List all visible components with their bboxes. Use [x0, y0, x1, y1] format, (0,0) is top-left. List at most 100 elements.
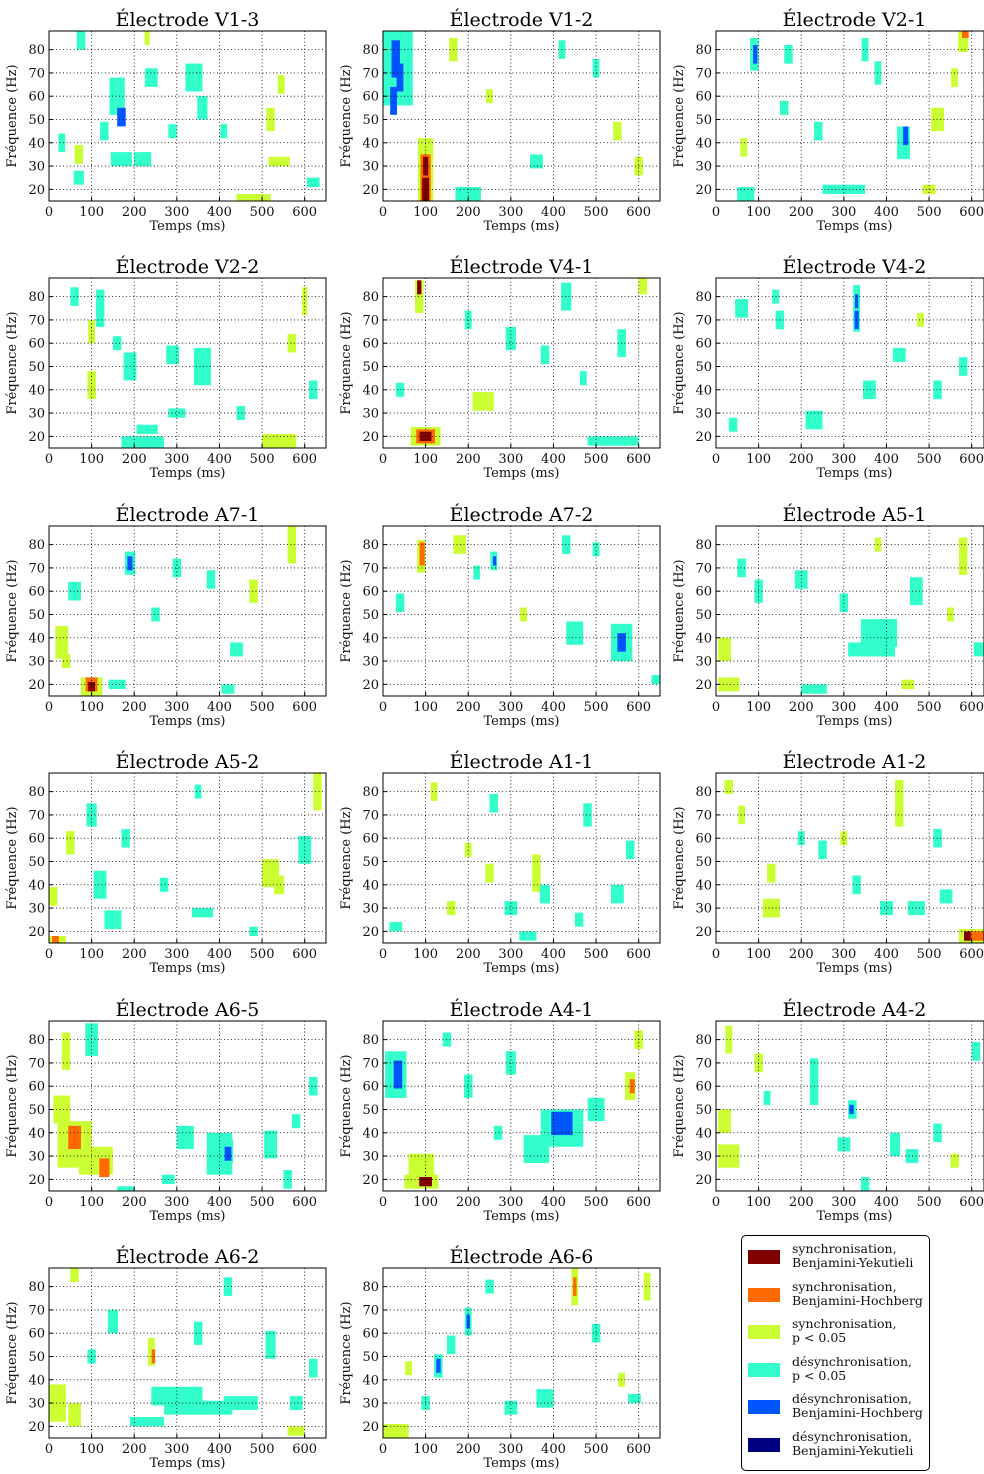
- legend: synchronisation, Benjamini-Yekutieli synch…: [741, 1235, 930, 1471]
- x-tick-label: 100: [746, 452, 771, 467]
- heatmap-cell: [95, 289, 105, 327]
- heatmap-cell: [313, 773, 322, 811]
- y-tick-label: 80: [28, 1280, 45, 1295]
- panel-4: 0 100 200 300 400 500 600 20 30 40 50 60 70 80 Électro…: [5, 255, 327, 481]
- heatmap-cell: [223, 1396, 258, 1411]
- y-tick-label: 40: [695, 1126, 712, 1141]
- y-tick-label: 50: [362, 1103, 379, 1118]
- heatmap-cell: [573, 1277, 577, 1296]
- y-tick-label: 80: [695, 785, 712, 800]
- x-tick-label: 100: [746, 1195, 771, 1210]
- heatmap-cell: [592, 58, 600, 78]
- legend-swatch: [748, 1400, 780, 1414]
- y-tick-label: 60: [695, 832, 712, 847]
- panel-6: 0 100 200 300 400 500 600 20 30 40 50 60 70 80 Électro…: [672, 255, 984, 481]
- y-tick-label: 40: [28, 1126, 45, 1141]
- x-tick-label: 300: [164, 452, 189, 467]
- legend-label: synchronisation, Benjamini-Yekutieli: [792, 1242, 913, 1270]
- heatmap-cell: [393, 1060, 403, 1089]
- x-tick-label: 0: [379, 1442, 387, 1457]
- y-tick-label: 60: [362, 1080, 379, 1095]
- y-tick-label: 50: [362, 608, 379, 623]
- plot-background: [383, 278, 660, 448]
- y-axis-label: Fréquence (Hz): [339, 64, 354, 167]
- heatmap-cell: [464, 310, 472, 330]
- x-tick-label: 500: [250, 947, 275, 962]
- y-tick-label: 70: [362, 808, 379, 823]
- heatmap-cell: [220, 124, 228, 139]
- y-tick-label: 60: [28, 1327, 45, 1342]
- y-tick-label: 80: [362, 538, 379, 553]
- y-tick-label: 60: [362, 90, 379, 105]
- heatmap-cell: [58, 133, 66, 153]
- x-tick-label: 0: [379, 700, 387, 715]
- x-tick-label: 100: [413, 1442, 438, 1457]
- x-tick-label: 500: [250, 452, 275, 467]
- x-tick-label: 100: [413, 700, 438, 715]
- heatmap-cell: [73, 170, 84, 185]
- y-tick-label: 50: [28, 113, 45, 128]
- y-tick-label: 80: [362, 290, 379, 305]
- heatmap-cell: [613, 121, 622, 141]
- heatmap-cell: [262, 434, 297, 448]
- y-tick-label: 50: [28, 855, 45, 870]
- plot-background: [716, 278, 984, 448]
- grid: [383, 31, 660, 201]
- y-tick-label: 20: [695, 183, 712, 198]
- y-tick-label: 50: [695, 113, 712, 128]
- x-axis-label: Temps (ms): [817, 1209, 893, 1224]
- x-tick-label: 600: [959, 1195, 984, 1210]
- legend-label: désynchronisation, Benjamini-Hochberg: [792, 1392, 923, 1420]
- heatmap-cell: [818, 840, 827, 860]
- grid: [49, 773, 326, 943]
- panel-title: Électrode V4-1: [450, 255, 594, 278]
- heatmap-cell: [236, 194, 271, 201]
- plot-frame: [715, 277, 984, 449]
- plot-frame: [382, 1267, 661, 1439]
- heatmap-cell: [718, 1109, 731, 1133]
- y-tick-label: 60: [28, 585, 45, 600]
- x-tick-label: 200: [122, 700, 147, 715]
- heatmap-cell: [933, 828, 942, 848]
- heatmap-cell: [108, 679, 126, 689]
- panel-2: 0 100 200 300 400 500 600 20 30 40 50 60 70 80 Électro…: [339, 8, 661, 234]
- heatmap-cell: [383, 1424, 409, 1438]
- heatmap-cell: [168, 408, 186, 418]
- x-tick-label: 400: [874, 947, 899, 962]
- heatmap-cell: [861, 38, 869, 62]
- y-tick-label: 80: [362, 1280, 379, 1295]
- heatmap-cell: [117, 107, 126, 127]
- heatmap-cells: [49, 1268, 318, 1436]
- plot-frame: [48, 1267, 327, 1439]
- x-tick-label: 400: [874, 1195, 899, 1210]
- plot-frame: [382, 772, 661, 944]
- y-axis-label: Fréquence (Hz): [5, 311, 20, 414]
- heatmap-cell: [110, 152, 133, 167]
- y-tick-label: 60: [695, 337, 712, 352]
- heatmap-cell: [880, 901, 893, 916]
- y-tick-label: 70: [695, 313, 712, 328]
- panel-title: Électrode V2-2: [116, 255, 260, 278]
- x-tick-label: 600: [626, 452, 651, 467]
- heatmap-cell: [638, 278, 648, 295]
- heatmap-cell: [854, 294, 859, 309]
- heatmap-cell: [718, 1144, 740, 1168]
- x-tick-label: 400: [207, 700, 232, 715]
- panel-title: Électrode A7-2: [450, 503, 594, 526]
- heatmap-cell: [52, 936, 59, 943]
- heatmap-cell: [579, 371, 587, 386]
- legend-swatch: [748, 1250, 780, 1264]
- legend-swatch: [748, 1287, 780, 1302]
- x-tick-label: 0: [712, 947, 720, 962]
- heatmap-cell: [875, 619, 898, 648]
- heatmap-cell: [112, 336, 122, 351]
- legend-item: synchronisation, p < 0.05: [748, 1317, 926, 1355]
- x-tick-label: 600: [959, 947, 984, 962]
- y-tick-label: 60: [695, 1080, 712, 1095]
- heatmap-cell: [88, 319, 95, 344]
- legend-label: désynchronisation, Benjamini-Yekutieli: [792, 1429, 913, 1458]
- x-tick-label: 300: [831, 1195, 856, 1210]
- y-tick-label: 50: [695, 855, 712, 870]
- heatmap-cell: [801, 684, 827, 694]
- x-tick-label: 100: [746, 947, 771, 962]
